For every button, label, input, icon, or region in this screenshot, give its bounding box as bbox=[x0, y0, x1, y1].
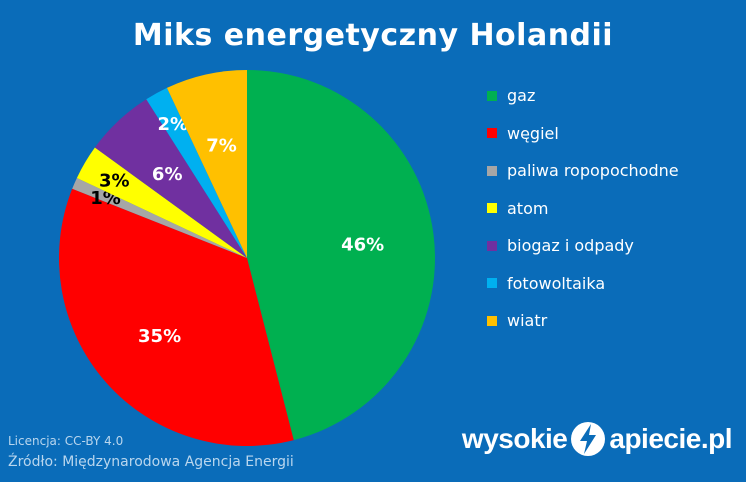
legend-item-wegiel: węgiel bbox=[487, 115, 679, 153]
pie-slice-wegiel bbox=[58, 188, 294, 446]
legend-swatch bbox=[487, 240, 497, 251]
legend-swatch bbox=[487, 165, 497, 176]
pie-slice-biogaz-i-odpady bbox=[94, 99, 248, 259]
legend-label: węgiel bbox=[507, 123, 559, 143]
legend-swatch bbox=[487, 90, 497, 101]
legend-swatch bbox=[487, 203, 497, 214]
data-label-wegiel: 35% bbox=[138, 326, 181, 347]
license-text: Licencja: CC-BY 4.0 bbox=[8, 434, 124, 448]
data-label-wiatr: 7% bbox=[206, 135, 237, 156]
legend-label: wiatr bbox=[507, 311, 548, 331]
data-label-gaz: 46% bbox=[341, 234, 384, 255]
legend-swatch bbox=[487, 128, 497, 139]
legend-item-atom: atom bbox=[487, 190, 679, 228]
pie-slice-fotowoltaika bbox=[146, 87, 247, 258]
legend-item-gaz: gaz bbox=[487, 77, 679, 115]
legend-item-fotowoltaika: fotowoltaika bbox=[487, 265, 679, 303]
brand-logo: wysokie apiecie.pl bbox=[462, 420, 732, 458]
data-label-atom: 3% bbox=[99, 171, 130, 192]
data-label-biogaz-i-odpady: 6% bbox=[152, 164, 183, 185]
legend-label: biogaz i odpady bbox=[507, 236, 634, 256]
data-label-fotowoltaika: 2% bbox=[157, 114, 188, 135]
pie-slice-atom bbox=[76, 147, 247, 258]
pie-slice-wiatr bbox=[166, 70, 247, 258]
legend-item-paliwa-ropopochodne: paliwa ropopochodne bbox=[487, 152, 679, 190]
brand-text-left: wysokie bbox=[461, 423, 568, 454]
chart-title: Miks energetyczny Holandii bbox=[132, 18, 614, 53]
legend-item-biogaz-i-odpady: biogaz i odpady bbox=[487, 227, 679, 265]
legend: gaz węgiel paliwa ropopochodne atom biogaz i… bbox=[487, 77, 679, 340]
legend-label: fotowoltaika bbox=[507, 273, 606, 293]
legend-swatch bbox=[487, 315, 497, 326]
lightning-bolt-icon bbox=[571, 422, 606, 456]
legend-label: gaz bbox=[507, 86, 536, 106]
pie-slice-paliwa-ropopochodne bbox=[72, 177, 247, 258]
legend-item-wiatr: wiatr bbox=[487, 302, 679, 340]
pie-slice-gaz bbox=[247, 70, 435, 441]
brand-text-right: apiecie.pl bbox=[609, 423, 732, 454]
legend-swatch bbox=[487, 278, 497, 289]
source-text: Źródło: Międzynarodowa Agencja Energii bbox=[8, 454, 294, 470]
legend-label: paliwa ropopochodne bbox=[507, 161, 679, 181]
legend-label: atom bbox=[507, 198, 549, 218]
